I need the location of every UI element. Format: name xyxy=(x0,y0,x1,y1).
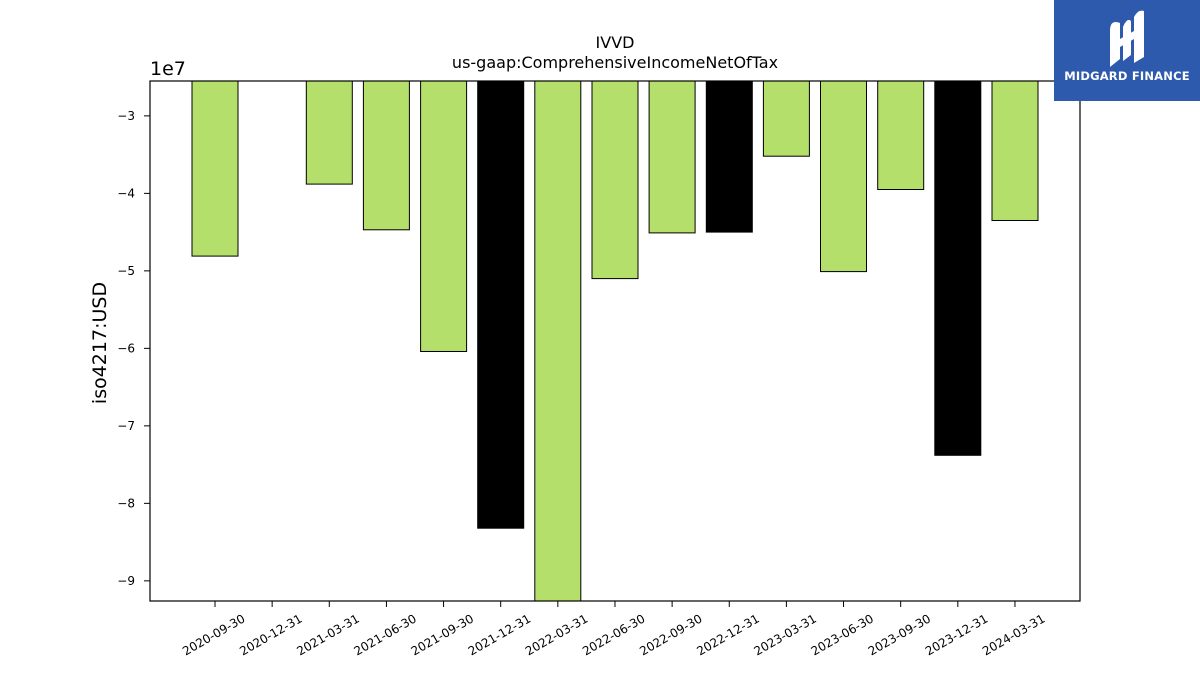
x-tick-label: 2021-09-30 xyxy=(409,611,476,658)
x-tick-label: 2020-12-31 xyxy=(237,611,304,658)
x-tick-label: 2021-06-30 xyxy=(352,611,419,658)
bar-2022-12-31 xyxy=(705,80,753,233)
y-tick-label: −8 xyxy=(117,496,135,510)
brand-logo: MIDGARD FINANCE xyxy=(1054,0,1200,101)
brand-name: MIDGARD FINANCE xyxy=(1064,69,1190,83)
bar-2021-03-31 xyxy=(305,80,353,185)
y-tick-label: −3 xyxy=(117,109,135,123)
x-tick-label: 2022-09-30 xyxy=(637,611,704,658)
bar-2021-09-30 xyxy=(420,80,468,352)
x-tick-label: 2020-09-30 xyxy=(180,611,247,658)
x-tick-label: 2023-12-31 xyxy=(923,611,990,658)
x-tick-label: 2022-06-30 xyxy=(580,611,647,658)
x-tick-label: 2024-03-31 xyxy=(980,611,1047,658)
y-ticks: −3 −4 −5 −6 −7 −8 −9 xyxy=(117,109,150,588)
bar-2021-06-30 xyxy=(362,80,410,231)
bar-2022-03-31 xyxy=(534,80,582,602)
x-tick-label: 2023-09-30 xyxy=(866,611,933,658)
x-tick-label: 2023-03-31 xyxy=(751,611,818,658)
chart-title: IVVD xyxy=(596,33,635,52)
y-tick-label: −6 xyxy=(117,341,135,355)
bar-2023-12-31 xyxy=(934,80,982,456)
bar-2023-06-30 xyxy=(820,80,867,273)
bar-2022-06-30 xyxy=(591,80,639,280)
bar-2024-03-31 xyxy=(991,80,1039,221)
chart-subtitle: us-gaap:ComprehensiveIncomeNetOfTax xyxy=(452,53,778,72)
y-tick-label: −5 xyxy=(117,264,135,278)
bar-2023-03-31 xyxy=(762,80,810,157)
y-tick-label: −7 xyxy=(117,419,135,433)
midgard-m-logo-icon xyxy=(1110,10,1144,67)
bar-2022-09-30 xyxy=(648,80,696,234)
x-tick-label: 2021-03-31 xyxy=(294,611,361,658)
bars-layer xyxy=(191,80,1039,602)
x-tick-label: 2022-03-31 xyxy=(523,611,590,658)
plot-frame xyxy=(149,80,1081,602)
bar-2020-09-30 xyxy=(191,80,239,257)
x-tick-label: 2021-12-31 xyxy=(466,611,533,658)
y-tick-label: −9 xyxy=(117,574,135,588)
y-scale-label: 1e7 xyxy=(150,58,186,80)
x-tick-label: 2022-12-31 xyxy=(694,611,761,658)
x-tick-label: 2023-06-30 xyxy=(809,611,876,658)
bar-2023-09-30 xyxy=(877,80,925,190)
bar-2021-12-31 xyxy=(477,80,525,529)
y-tick-label: −4 xyxy=(117,186,135,200)
x-ticks: 2020-09-302020-12-312021-03-312021-06-30… xyxy=(180,601,1047,658)
y-axis-label: iso4217:USD xyxy=(89,282,111,404)
